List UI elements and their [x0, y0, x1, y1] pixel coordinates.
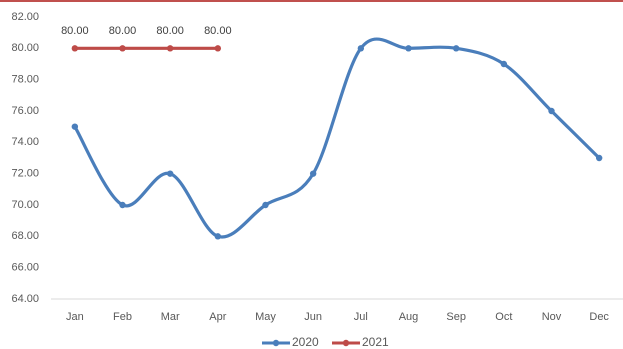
x-tick-label: Oct: [495, 311, 512, 323]
data-point: [71, 123, 79, 130]
y-tick-label: 70.00: [11, 199, 39, 211]
x-tick-label: Apr: [209, 311, 226, 323]
data-label: 80.00: [156, 25, 184, 37]
x-tick-label: Jan: [66, 311, 84, 323]
y-tick-label: 82.00: [11, 11, 39, 23]
x-tick-label: Jul: [354, 311, 368, 323]
data-point: [452, 45, 460, 52]
data-point: [214, 45, 222, 52]
y-tick-label: 78.00: [11, 74, 39, 86]
data-point: [262, 201, 269, 209]
legend-label: 2020: [292, 335, 319, 349]
data-label: 80.00: [61, 25, 89, 37]
legend-label: 2021: [362, 335, 389, 349]
data-point: [405, 45, 412, 52]
data-point: [309, 170, 317, 177]
data-point: [119, 201, 126, 209]
y-tick-label: 68.00: [11, 230, 39, 242]
y-tick-label: 76.00: [11, 105, 39, 117]
x-tick-label: Sep: [446, 311, 466, 323]
data-label: 80.00: [204, 25, 232, 37]
data-point: [119, 45, 126, 52]
data-point: [71, 45, 79, 52]
x-tick-label: Feb: [113, 311, 132, 323]
legend-marker: [342, 339, 350, 347]
y-tick-label: 74.00: [11, 136, 39, 148]
y-tick-label: 80.00: [11, 42, 39, 54]
y-tick-label: 66.00: [11, 262, 39, 274]
x-tick-label: Mar: [161, 311, 180, 323]
legend-marker: [272, 339, 280, 347]
data-point: [214, 233, 222, 240]
data-point: [500, 60, 508, 68]
x-tick-label: May: [255, 311, 276, 323]
data-point: [548, 107, 555, 115]
x-tick-label: Nov: [542, 311, 562, 323]
data-point: [166, 170, 174, 177]
x-tick-label: Jun: [304, 311, 322, 323]
y-tick-label: 72.00: [11, 168, 39, 180]
y-tick-label: 64.00: [11, 293, 39, 305]
data-point: [595, 154, 603, 162]
data-point: [357, 45, 365, 52]
data-point: [166, 45, 174, 52]
series-line: [73, 37, 601, 239]
x-tick-label: Aug: [399, 311, 419, 323]
x-tick-label: Dec: [589, 311, 609, 323]
data-label: 80.00: [109, 25, 137, 37]
